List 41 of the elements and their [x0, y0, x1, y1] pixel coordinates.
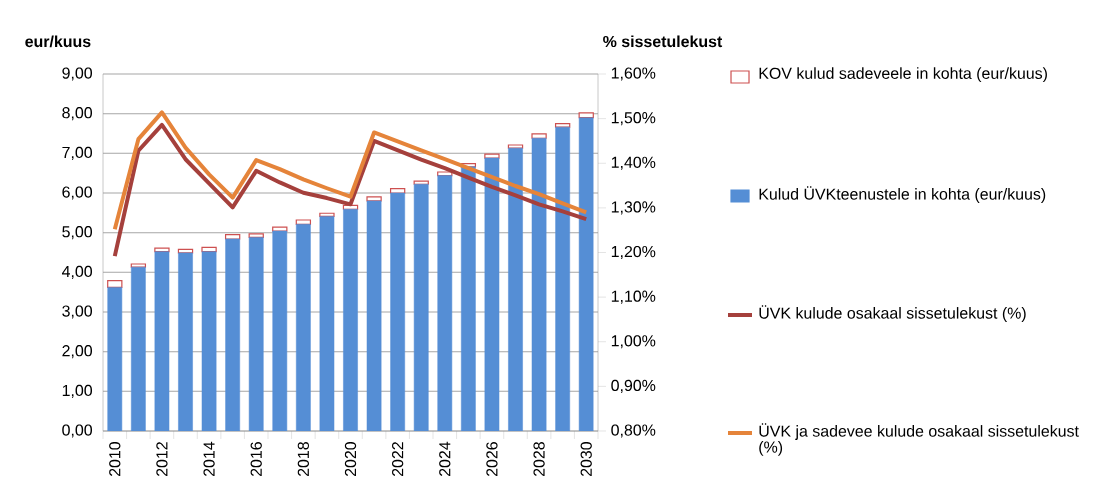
x-tick-label: 2022	[392, 442, 404, 477]
x-tick-label: 2016	[250, 442, 262, 477]
x-tick-label: 2020	[344, 441, 357, 477]
y2-tick-label: 1,50%	[611, 112, 656, 126]
bar	[107, 280, 123, 289]
y-tick-label: 2,00	[62, 345, 93, 359]
x-tick-label: 2026	[486, 442, 498, 477]
bar	[413, 180, 429, 185]
y-tick-label: 9,00	[62, 67, 93, 81]
y-axis-title: eur/kuus	[25, 35, 91, 48]
y-tick-label: 4,00	[61, 265, 93, 279]
x-tick-label: 2018	[297, 442, 309, 477]
y-tick-label: 1,00	[62, 384, 93, 398]
x-tick-label: 2010	[109, 441, 121, 477]
y2-tick-label: 0,90%	[611, 379, 656, 393]
bar	[531, 133, 547, 139]
y-tick-label: 8,00	[62, 107, 93, 121]
y2-axis-title: % sissetulekust	[603, 35, 723, 48]
y2-tick-label: 1,00%	[611, 335, 656, 349]
y-tick-label: 0,00	[62, 424, 93, 438]
x-tick-label: 2024	[439, 441, 451, 477]
y2-tick-label: 1,30%	[611, 201, 656, 215]
y2-tick-label: 1,40%	[611, 156, 656, 170]
x-tick-label: 2030	[580, 441, 592, 477]
bar	[130, 263, 147, 268]
y2-tick-label: 1,10%	[611, 290, 656, 304]
y-tick-label: 3,00	[62, 305, 93, 319]
x-tick-label: 2012	[156, 442, 168, 477]
y2-tick-label: 1,60%	[611, 67, 656, 81]
y-tick-label: 6,00	[62, 186, 93, 200]
legend-label: KOV kulud sadeveele in kohta (eur/kuus)	[759, 67, 1047, 83]
bar	[507, 144, 524, 149]
y2-tick-label: 0,80%	[611, 424, 656, 438]
y2-tick-label: 1,20%	[611, 245, 656, 260]
x-tick-label: 2028	[533, 442, 545, 477]
legend-label: ÜVK ja sadevee kulude osakaal sissetulekust (%)	[759, 423, 1079, 456]
y-tick-label: 5,00	[62, 226, 93, 240]
legend-label: ÜVK kulude osakaal sissetulekust (%)	[759, 305, 1026, 322]
y-tick-label: 7,00	[62, 146, 93, 160]
legend-label: Kulud ÜVKteenustele in kohta (eur/kuus)	[759, 186, 1046, 203]
x-tick-label: 2014	[203, 441, 215, 477]
